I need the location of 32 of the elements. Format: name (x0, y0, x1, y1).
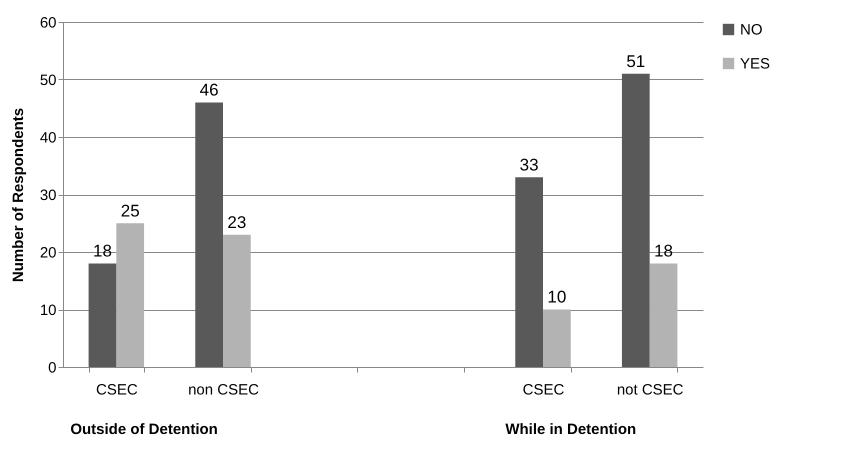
data-label: 46 (200, 80, 219, 100)
bar (88, 264, 116, 367)
legend-label: NO (740, 22, 762, 38)
bar (650, 264, 678, 367)
bar (622, 74, 650, 367)
text: Outside of Detention (70, 421, 218, 438)
data-label: 10 (547, 288, 566, 306)
y-tick-label: 10 (40, 302, 56, 319)
bar (195, 102, 223, 367)
bar (543, 310, 571, 367)
data-label: 33 (520, 155, 539, 174)
data-label: 25 (120, 201, 140, 220)
bar (515, 177, 543, 367)
data-label: 18 (654, 242, 673, 260)
y-tick-label: 30 (40, 187, 56, 204)
x-tick-label: not CSEC (616, 382, 684, 398)
y-tick-label: 20 (40, 244, 56, 262)
bar (116, 223, 144, 367)
y-tick-label: 50 (40, 72, 56, 89)
x-tick-label: CSEC (522, 382, 564, 398)
x-tick-label: CSEC (96, 382, 138, 398)
y-axis-title: Number of Respondents (10, 108, 27, 282)
y-tick-label: 40 (40, 130, 56, 146)
data-label: 23 (227, 212, 246, 232)
text: While in Detention (505, 421, 636, 438)
data-label: 51 (626, 52, 646, 71)
legend-label: YES (740, 56, 770, 72)
y-tick-label: 60 (40, 14, 56, 32)
y-tick-label: 0 (48, 360, 56, 376)
bar (223, 234, 251, 367)
data-label: 18 (93, 242, 112, 260)
x-tick-label: non CSEC (188, 382, 260, 398)
